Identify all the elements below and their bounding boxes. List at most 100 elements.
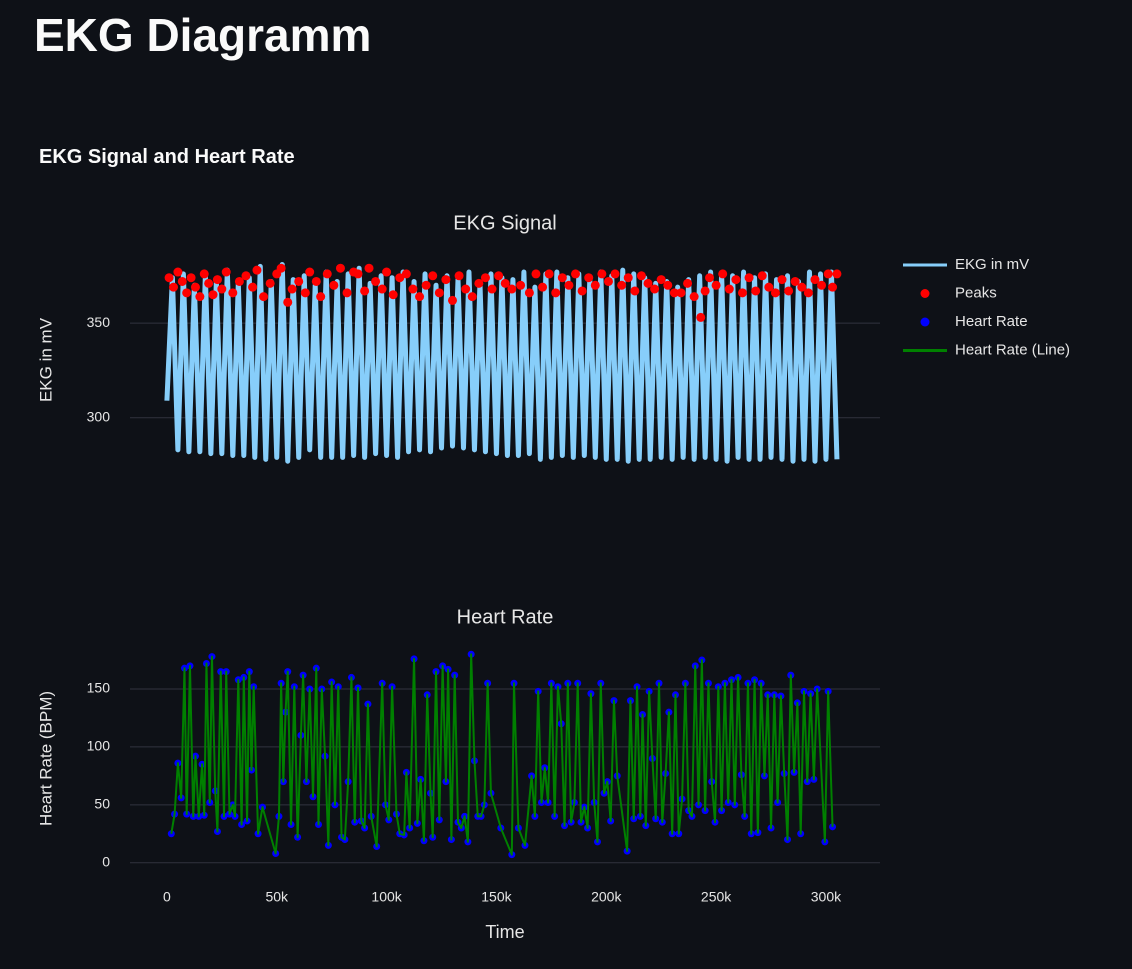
legend-label: Peaks bbox=[955, 284, 997, 301]
point bbox=[434, 288, 444, 298]
legend-symbol bbox=[920, 289, 930, 298]
point bbox=[377, 284, 387, 294]
point bbox=[617, 280, 627, 290]
point bbox=[630, 286, 640, 296]
point bbox=[259, 292, 269, 302]
point bbox=[823, 269, 833, 279]
point bbox=[474, 278, 484, 288]
point bbox=[401, 269, 411, 279]
subplot-title: Heart Rate bbox=[457, 606, 554, 628]
point bbox=[208, 290, 218, 300]
point bbox=[797, 282, 807, 292]
point bbox=[689, 292, 699, 302]
x-tick-label: 200k bbox=[591, 889, 622, 905]
point bbox=[234, 276, 244, 286]
x-tick-label: 0 bbox=[163, 889, 171, 905]
point bbox=[287, 284, 297, 294]
point bbox=[186, 273, 196, 283]
x-tick-label: 150k bbox=[481, 889, 512, 905]
point bbox=[441, 275, 451, 285]
point bbox=[516, 280, 526, 290]
point bbox=[500, 278, 510, 288]
point bbox=[828, 282, 838, 292]
point bbox=[737, 288, 747, 298]
point bbox=[669, 288, 679, 298]
point bbox=[173, 267, 183, 277]
point bbox=[190, 282, 200, 292]
point bbox=[300, 288, 310, 298]
point bbox=[705, 273, 715, 283]
point bbox=[241, 271, 251, 281]
point bbox=[584, 273, 594, 283]
series-line bbox=[164, 261, 840, 464]
point bbox=[217, 284, 227, 294]
point bbox=[696, 312, 706, 322]
point bbox=[832, 269, 842, 279]
point bbox=[656, 275, 666, 285]
point bbox=[177, 276, 187, 286]
point bbox=[311, 276, 321, 286]
point bbox=[623, 273, 633, 283]
point bbox=[597, 269, 607, 279]
point bbox=[731, 275, 741, 285]
legend-label: EKG in mV bbox=[955, 256, 1029, 273]
point bbox=[590, 280, 600, 290]
point bbox=[252, 265, 262, 275]
point bbox=[421, 280, 431, 290]
legend-label: Heart Rate bbox=[955, 313, 1028, 330]
x-tick-label: 50k bbox=[265, 889, 289, 905]
page-subtitle: EKG Signal and Heart Rate bbox=[39, 146, 295, 168]
point bbox=[228, 288, 238, 298]
point bbox=[711, 280, 721, 290]
point bbox=[487, 284, 497, 294]
point bbox=[204, 278, 214, 288]
point bbox=[494, 271, 504, 281]
point bbox=[467, 292, 477, 302]
point bbox=[167, 830, 175, 838]
point bbox=[718, 269, 728, 279]
y-tick-label: 100 bbox=[87, 738, 111, 754]
point bbox=[829, 823, 837, 831]
point bbox=[221, 267, 231, 277]
point bbox=[480, 273, 490, 283]
point bbox=[305, 267, 315, 277]
point bbox=[507, 284, 517, 294]
point bbox=[428, 271, 438, 281]
x-axis-label: Time bbox=[485, 922, 524, 942]
y-tick-label: 150 bbox=[87, 680, 111, 696]
point bbox=[636, 271, 646, 281]
point bbox=[329, 280, 339, 290]
point bbox=[360, 286, 370, 296]
x-tick-label: 100k bbox=[371, 889, 402, 905]
page-title: EKG Diagramm bbox=[34, 9, 372, 61]
point bbox=[784, 286, 794, 296]
point bbox=[454, 271, 464, 281]
point bbox=[810, 275, 820, 285]
point bbox=[382, 267, 392, 277]
x-tick-label: 300k bbox=[811, 889, 842, 905]
point bbox=[676, 288, 686, 298]
y-tick-label: 350 bbox=[87, 314, 111, 330]
point bbox=[461, 284, 471, 294]
point bbox=[610, 269, 620, 279]
point bbox=[700, 286, 710, 296]
point bbox=[447, 295, 457, 305]
y-tick-label: 300 bbox=[87, 408, 111, 424]
point bbox=[803, 288, 813, 298]
point bbox=[294, 276, 304, 286]
point bbox=[777, 275, 787, 285]
point bbox=[182, 288, 192, 298]
point bbox=[316, 292, 326, 302]
y-axis-label: Heart Rate (BPM) bbox=[36, 691, 55, 826]
point bbox=[757, 271, 767, 281]
point bbox=[322, 269, 332, 279]
point bbox=[248, 282, 258, 292]
point bbox=[790, 276, 800, 286]
point bbox=[168, 282, 178, 292]
point bbox=[524, 288, 534, 298]
series-line bbox=[170, 653, 834, 856]
point bbox=[764, 282, 774, 292]
point bbox=[551, 288, 561, 298]
